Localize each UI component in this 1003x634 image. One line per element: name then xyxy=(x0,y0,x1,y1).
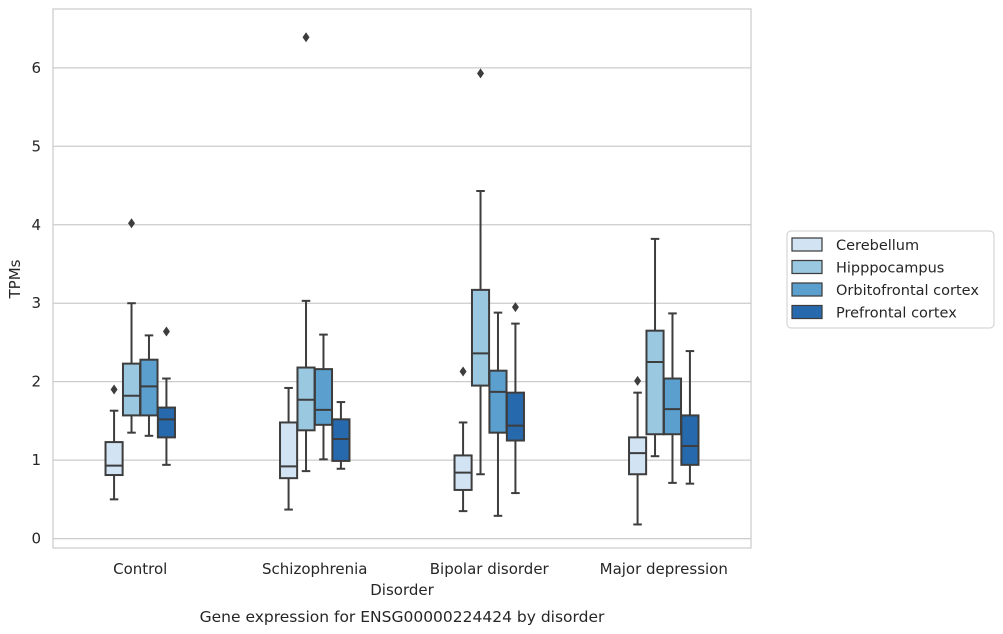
y-tick-label: 1 xyxy=(31,451,41,469)
box-rect xyxy=(156,406,176,439)
box xyxy=(156,326,176,466)
box-rect xyxy=(628,436,648,476)
box xyxy=(453,366,473,513)
box xyxy=(331,401,351,470)
x-tick-label: Bipolar disorder xyxy=(430,560,550,578)
outlier-point xyxy=(128,218,136,229)
outlier-point xyxy=(110,384,118,395)
y-tick-labels: 0 1 2 3 4 5 6 xyxy=(31,59,41,548)
box xyxy=(628,375,648,526)
x-tick-label: Major depression xyxy=(600,560,728,578)
x-axis-label: Disorder xyxy=(370,581,434,599)
box-rect xyxy=(505,391,525,442)
legend-swatch xyxy=(791,259,823,275)
box xyxy=(139,334,159,437)
legend-label: Hipppocampus xyxy=(836,261,944,277)
box xyxy=(470,68,491,476)
y-tick-label: 2 xyxy=(31,373,41,391)
legend-label: Prefrontal cortex xyxy=(836,306,957,322)
box-rect xyxy=(470,288,491,387)
box-rect xyxy=(104,441,124,477)
legend-swatch xyxy=(791,304,823,320)
legend-swatch xyxy=(791,237,823,252)
box xyxy=(121,218,142,434)
box-groups xyxy=(104,32,700,526)
legend-label: Orbitofrontal cortex xyxy=(836,283,979,299)
box xyxy=(680,350,700,485)
legend: Cerebellum Hipppocampus Orbitofrontal cort… xyxy=(786,230,995,329)
outlier-point xyxy=(302,32,310,43)
box xyxy=(313,333,334,461)
outlier-point xyxy=(634,375,642,386)
outlier-point xyxy=(162,326,170,337)
y-tick-label: 6 xyxy=(31,59,41,77)
box-rect xyxy=(488,369,508,434)
legend-frame xyxy=(786,230,995,329)
box-rect xyxy=(662,377,683,436)
chart-caption: Gene expression for ENSG00000224424 by d… xyxy=(200,608,605,626)
outlier-point xyxy=(511,302,519,313)
y-tick-label: 4 xyxy=(31,216,41,234)
y-tick-label: 5 xyxy=(31,137,41,155)
box-rect xyxy=(680,414,700,466)
box-rect xyxy=(139,358,159,417)
box-rect xyxy=(121,362,142,417)
box xyxy=(296,32,316,473)
x-tick-labels: Control Schizophrenia Bipolar disorder Majo… xyxy=(113,560,728,578)
box xyxy=(488,311,508,517)
box-rect xyxy=(279,421,299,480)
box-rect xyxy=(313,368,334,426)
legend-swatch xyxy=(791,282,823,297)
x-tick-label: Control xyxy=(113,560,167,578)
box xyxy=(505,302,525,495)
y-axis-label: TPMs xyxy=(6,259,24,299)
box xyxy=(279,386,299,511)
box xyxy=(104,384,124,501)
box-rect xyxy=(645,329,665,436)
outlier-point xyxy=(477,68,485,79)
legend-label: Cerebellum xyxy=(836,238,919,254)
box xyxy=(662,312,683,484)
x-tick-label: Schizophrenia xyxy=(262,560,367,578)
y-tick-label: 0 xyxy=(31,530,41,548)
y-tick-label: 3 xyxy=(31,294,41,312)
outlier-point xyxy=(459,366,467,377)
box-rect xyxy=(331,418,351,462)
